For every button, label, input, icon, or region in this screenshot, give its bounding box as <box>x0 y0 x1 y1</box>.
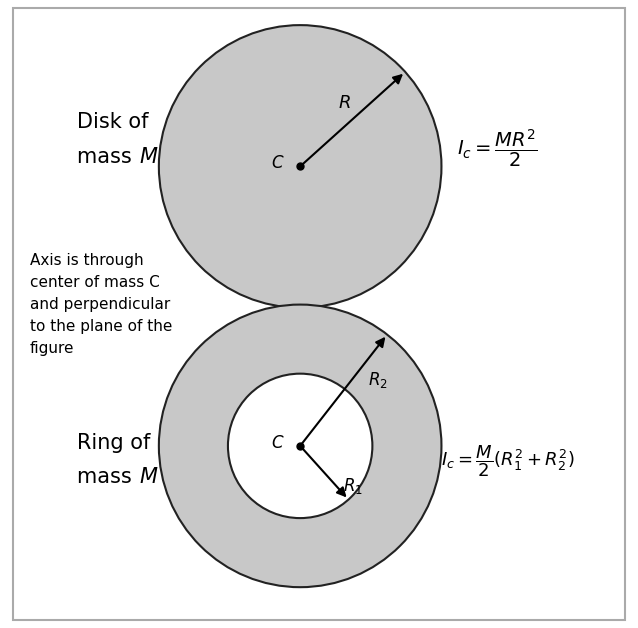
Text: $R$: $R$ <box>338 94 350 112</box>
Text: $I_c = \dfrac{MR^2}{2}$: $I_c = \dfrac{MR^2}{2}$ <box>457 127 538 168</box>
Text: mass: mass <box>77 467 138 487</box>
Text: mass: mass <box>77 147 138 167</box>
Text: Axis is through
center of mass C
and perpendicular
to the plane of the
figure: Axis is through center of mass C and per… <box>30 252 172 357</box>
Text: Disk of: Disk of <box>77 112 149 133</box>
Text: $R_2$: $R_2$ <box>368 370 388 390</box>
Text: $C$: $C$ <box>271 434 285 452</box>
Circle shape <box>159 25 441 308</box>
Text: $R_1$: $R_1$ <box>343 475 363 495</box>
Circle shape <box>228 374 373 518</box>
Text: $M$: $M$ <box>138 147 158 167</box>
Text: $I_c = \dfrac{M}{2}(R_1^2 + R_2^2)$: $I_c = \dfrac{M}{2}(R_1^2 + R_2^2)$ <box>441 444 575 479</box>
Circle shape <box>159 305 441 587</box>
Text: $M$: $M$ <box>138 467 158 487</box>
Text: Ring of: Ring of <box>77 433 151 453</box>
Text: $C$: $C$ <box>271 154 285 172</box>
